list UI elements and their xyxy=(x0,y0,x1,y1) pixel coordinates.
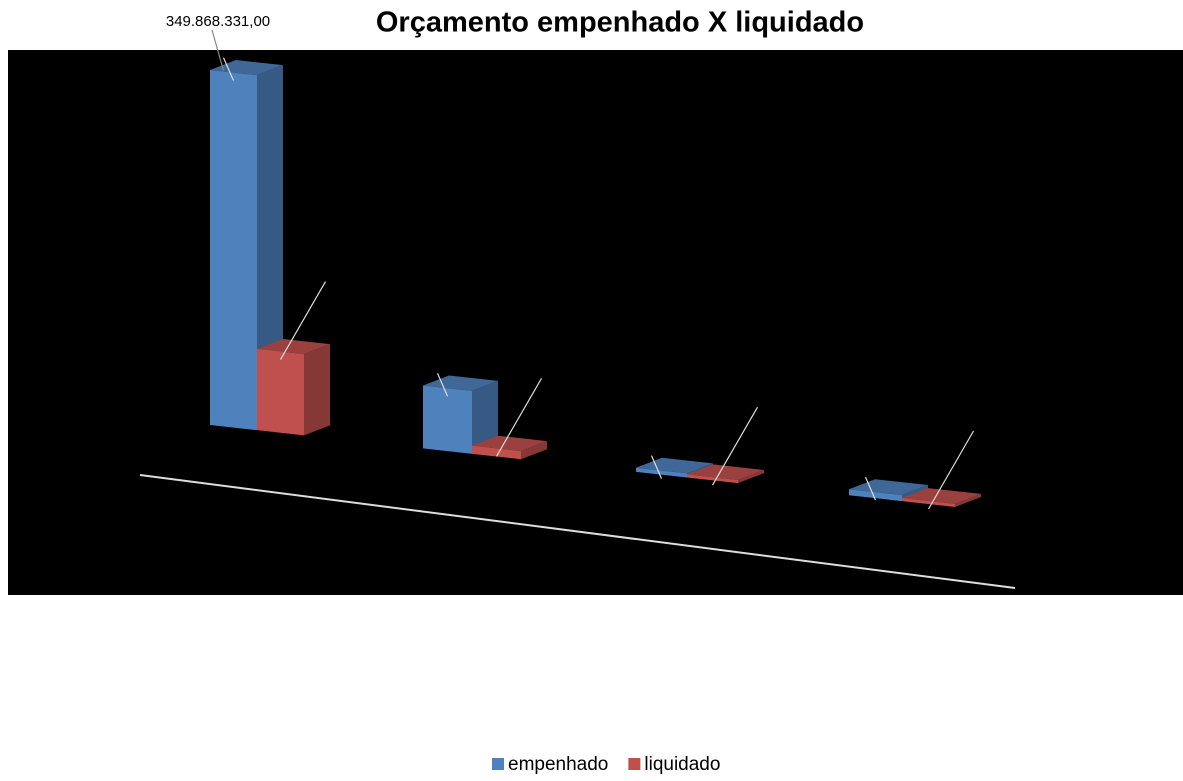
leader-line xyxy=(436,372,449,397)
bar xyxy=(423,385,472,454)
bar-top xyxy=(423,375,498,391)
legend-label: empenhado xyxy=(508,754,608,775)
leader-line xyxy=(864,476,877,501)
bar-side xyxy=(955,493,981,507)
bar xyxy=(849,489,902,502)
legend-label: liquidado xyxy=(644,754,720,775)
legend-swatch xyxy=(628,758,641,770)
leader-line xyxy=(927,430,975,510)
x-axis-line xyxy=(139,474,1016,589)
legend-swatch xyxy=(492,758,504,770)
bar xyxy=(472,445,521,460)
bar-top xyxy=(257,338,330,355)
bar xyxy=(687,474,738,484)
leader-line xyxy=(495,378,543,457)
bar xyxy=(210,70,257,431)
bar-side xyxy=(738,470,764,484)
leader-line xyxy=(650,455,663,479)
bar xyxy=(257,348,304,436)
chart-title: Orçamento empenhado X liquidado xyxy=(376,7,864,39)
bar-top xyxy=(687,464,764,481)
bar xyxy=(902,498,955,507)
bar-side xyxy=(304,344,330,436)
bar-top xyxy=(210,60,283,76)
plot-area xyxy=(8,50,1183,595)
bar xyxy=(636,467,687,478)
leader-line xyxy=(211,29,225,71)
leader-line xyxy=(279,281,327,360)
leader-line xyxy=(222,57,235,81)
bar-top xyxy=(472,435,547,452)
leader-line xyxy=(711,406,759,486)
data-label: 349.868.331,00 xyxy=(166,13,270,30)
bar-side xyxy=(472,380,498,454)
bar-top xyxy=(636,457,713,474)
bar-side xyxy=(521,441,547,460)
bar-top xyxy=(902,488,981,504)
bar-side xyxy=(257,65,283,431)
